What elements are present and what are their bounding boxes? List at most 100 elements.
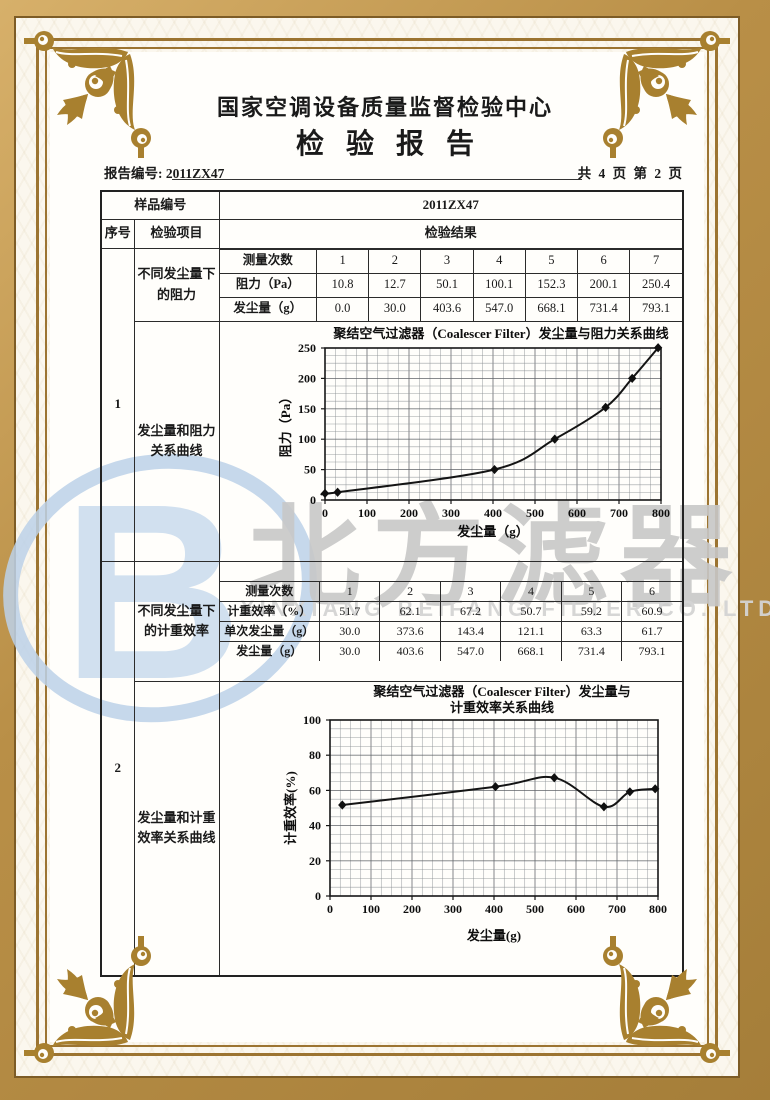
x-axis-label: 发尘量（g）	[456, 524, 529, 539]
measure-value-cell: 50.7	[500, 601, 562, 622]
svg-text:60: 60	[309, 784, 321, 798]
measure-value-cell: 143.4	[439, 621, 502, 642]
measure-label-cell: 测量次数	[219, 248, 318, 274]
y-axis-label: 计重效率(%)	[283, 771, 298, 845]
measure-value-cell: 5	[524, 248, 579, 274]
svg-text:300: 300	[442, 506, 460, 520]
measure-value-cell: 100.1	[472, 272, 526, 298]
svg-text:0: 0	[322, 506, 328, 520]
table-header-row: 序号 检验项目 检验结果	[100, 218, 684, 249]
measure-value-cell: 63.3	[560, 621, 623, 642]
chart-title: 聚结空气过滤器（Coalescer Filter）发尘量与	[372, 684, 630, 699]
measure-value-cell: 12.7	[368, 272, 422, 298]
axis-ticks: 0 100 200 300 400 500 600 700 800 0 20 40 60 80 100	[303, 713, 667, 916]
svg-text:50: 50	[304, 463, 316, 477]
measure-row: 测量次数 1 2 3 4 5 6	[219, 581, 682, 602]
sample-row: 样品编号 2011ZX47	[100, 190, 684, 220]
measure-table-slot: 测量次数 1 2 3 4 5 6 7 阻力（Pa） 10.8 12.7 50.1 100.1 152.3 2…	[218, 247, 684, 322]
svg-text:400: 400	[485, 902, 503, 916]
measure-value-cell: 4	[500, 581, 562, 602]
section2-chart-row: 发尘量和计重效率关系曲线 0 100 200 300 400 500 600 700 800 0 2…	[101, 680, 684, 977]
chart-grid	[329, 719, 658, 897]
svg-text:100: 100	[303, 713, 321, 727]
measure-value-cell: 30.0	[368, 296, 422, 321]
svg-text:0: 0	[310, 493, 316, 507]
measure-value-cell: 668.1	[524, 296, 579, 321]
measure-value-cell: 6	[577, 248, 631, 274]
measure-value-cell: 3	[420, 248, 474, 274]
svg-text:800: 800	[649, 902, 667, 916]
svg-text:40: 40	[309, 819, 321, 833]
svg-text:200: 200	[400, 506, 418, 520]
svg-text:300: 300	[444, 902, 462, 916]
measure-value-cell: 0.0	[316, 296, 370, 321]
measure-value-cell: 250.4	[629, 272, 682, 298]
measure-label-cell: 测量次数	[219, 581, 321, 602]
measure-label-cell: 发尘量（g）	[219, 641, 321, 661]
svg-text:100: 100	[298, 432, 316, 446]
svg-text:500: 500	[526, 506, 544, 520]
measure-label-cell: 发尘量（g）	[219, 296, 318, 321]
x-axis-label: 发尘量(g)	[465, 928, 520, 943]
measure-value-cell: 2	[379, 581, 441, 602]
svg-text:100: 100	[362, 902, 380, 916]
svg-text:150: 150	[298, 402, 316, 416]
axis-ticks: 0 100 200 300 400 500 600 700 800 0 50 100 150 200 250	[298, 341, 670, 520]
item-efficiency: 不同发尘量下的计重效率	[133, 560, 220, 682]
svg-text:800: 800	[652, 506, 670, 520]
measure-value-cell: 50.1	[420, 272, 474, 298]
col-serial: 序号	[100, 218, 135, 249]
item-resistance: 不同发尘量下的阻力	[133, 247, 220, 322]
measure-table-slot: 测量次数 1 2 3 4 5 6 计重效率（%） 51.7 62.1 67.2 50.7 59.2 60.…	[218, 560, 684, 682]
chart-title-line2: 计重效率关系曲线	[450, 700, 554, 715]
measure-row: 计重效率（%） 51.7 62.1 67.2 50.7 59.2 60.9	[219, 601, 682, 622]
section1-data-row: 1 不同发尘量下的阻力 测量次数 1 2 3 4 5 6 7 阻力（Pa） 10.8 12.7 50.…	[100, 247, 684, 562]
measure-value-cell: 121.1	[500, 621, 562, 642]
serial-2: 2	[100, 560, 135, 977]
measure-label-cell: 单次发尘量（g）	[219, 621, 321, 642]
measure-value-cell: 60.9	[621, 601, 682, 622]
svg-text:20: 20	[309, 854, 321, 868]
measure-value-cell: 59.2	[560, 601, 623, 622]
chart-cell: 0 100 200 300 400 500 600 700 800 0 20 40 60 80 100 聚结空…	[218, 680, 684, 977]
measure-value-cell: 6	[621, 581, 682, 602]
measure-value-cell: 30.0	[319, 621, 381, 642]
measure-value-cell: 1	[316, 248, 370, 274]
measurement-table: 测量次数 1 2 3 4 5 6 计重效率（%） 51.7 62.1 67.2 50.7 59.2 60.…	[219, 581, 682, 661]
svg-text:250: 250	[298, 341, 316, 355]
chart-grid	[324, 347, 661, 501]
data-series-line	[319, 347, 659, 496]
measure-value-cell: 67.2	[439, 601, 502, 622]
measure-value-cell: 373.6	[379, 621, 441, 642]
measure-value-cell: 793.1	[621, 641, 682, 661]
y-axis-label: 阻力（Pa）	[278, 391, 293, 457]
measure-row: 测量次数 1 2 3 4 5 6 7	[219, 248, 682, 274]
org-title: 国家空调设备质量监督检验中心	[216, 95, 553, 120]
svg-text:700: 700	[608, 902, 626, 916]
measure-value-cell: 731.4	[560, 641, 623, 661]
measure-value-cell: 30.0	[319, 641, 381, 661]
item-efficiency-curve: 发尘量和计重效率关系曲线	[133, 680, 220, 977]
measure-value-cell: 793.1	[629, 296, 682, 321]
item-resistance-curve: 发尘量和阻力关系曲线	[133, 320, 220, 562]
measure-row: 阻力（Pa） 10.8 12.7 50.1 100.1 152.3 200.1 250.4	[219, 272, 682, 298]
page-indicator: 共 4 页 第 2 页	[577, 166, 684, 181]
measure-value-cell: 4	[472, 248, 526, 274]
measure-value-cell: 62.1	[379, 601, 441, 622]
svg-text:200: 200	[403, 902, 421, 916]
svg-text:600: 600	[567, 902, 585, 916]
measure-value-cell: 7	[629, 248, 682, 274]
section1-chart-row: 发尘量和阻力关系曲线 0 100 200 300 400 500 600 700 800 0 50 1…	[101, 320, 684, 562]
header-rule	[172, 179, 582, 180]
chart-title: 聚结空气过滤器（Coalescer Filter）发尘量与阻力关系曲线	[332, 326, 668, 341]
measure-value-cell: 403.6	[420, 296, 474, 321]
section2-data-row: 2 不同发尘量下的计重效率 测量次数 1 2 3 4 5 6 计重效率（%） 51.7 62.1 6…	[100, 560, 684, 977]
svg-text:100: 100	[358, 506, 376, 520]
measure-label-cell: 阻力（Pa）	[219, 272, 318, 298]
chart-cell: 0 100 200 300 400 500 600 700 800 0 50 100 150 200 250…	[218, 320, 684, 562]
svg-text:500: 500	[526, 902, 544, 916]
report-title: 检验报告	[295, 129, 496, 160]
svg-text:0: 0	[327, 902, 333, 916]
